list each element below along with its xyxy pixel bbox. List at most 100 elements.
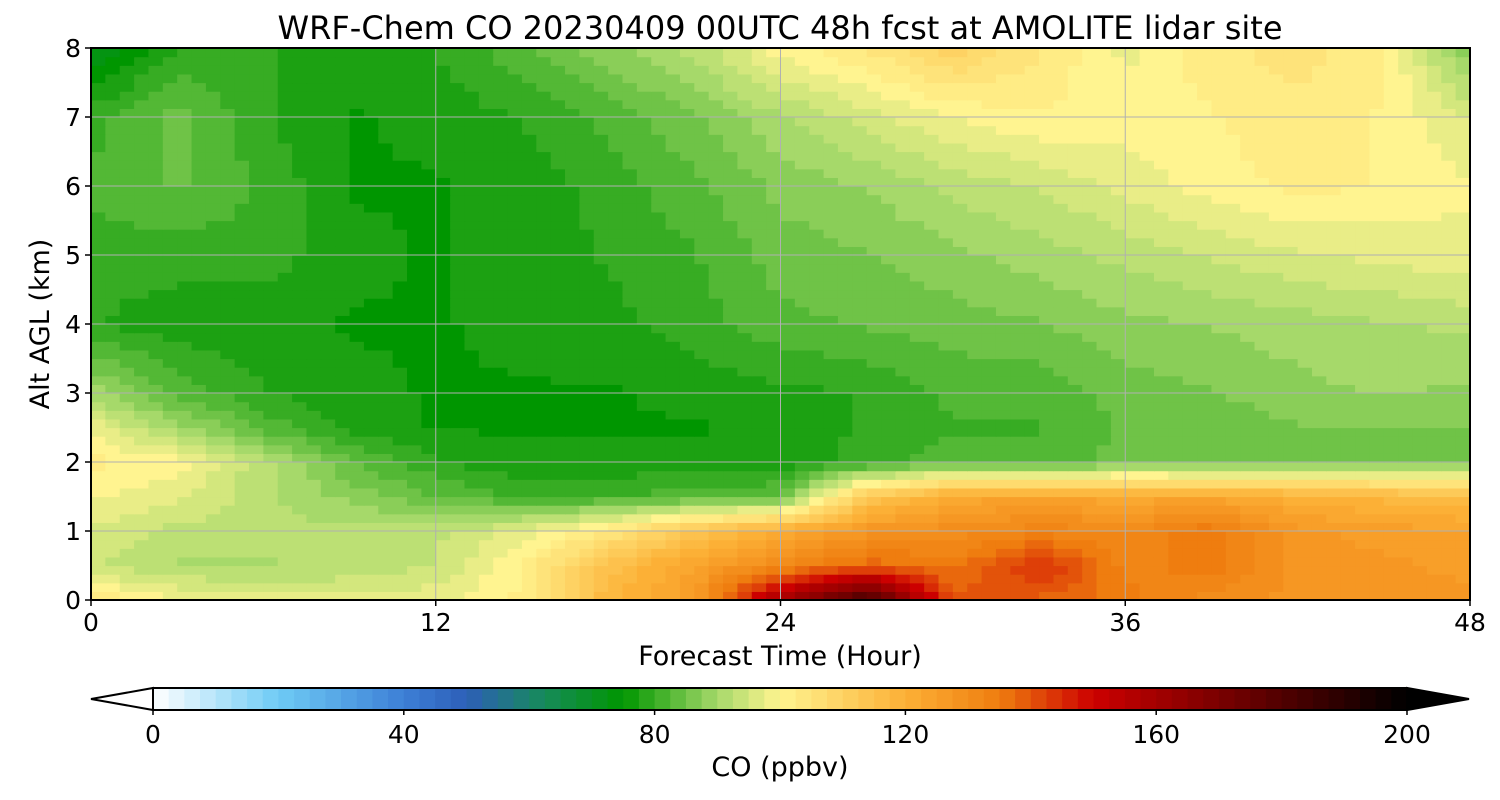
co-cell (1254, 194, 1270, 204)
co-cell (1240, 315, 1256, 325)
co-cell (1053, 548, 1069, 558)
co-cell (895, 237, 911, 247)
co-cell (507, 151, 523, 161)
co-cell (981, 539, 997, 549)
co-cell (1139, 591, 1155, 600)
co-cell (177, 487, 193, 498)
co-cell (249, 203, 264, 213)
co-cell (1024, 255, 1040, 265)
co-cell (1024, 401, 1040, 411)
co-cell (521, 263, 537, 273)
co-cell (363, 229, 379, 239)
co-cell (852, 367, 868, 377)
co-cell (1268, 168, 1284, 178)
co-cell (665, 298, 681, 308)
co-cell (837, 289, 853, 299)
co-cell (292, 263, 308, 273)
co-cell (1254, 496, 1270, 506)
co-cell (450, 496, 466, 506)
co-cell (895, 470, 911, 480)
co-cell (407, 591, 422, 600)
co-cell (565, 591, 580, 600)
co-cell (679, 220, 695, 230)
co-cell (464, 453, 480, 463)
co-cell (636, 211, 652, 222)
co-cell (909, 410, 925, 420)
co-cell (306, 298, 322, 308)
co-cell (91, 194, 106, 204)
co-cell (435, 349, 451, 360)
co-cell (924, 574, 940, 584)
co-cell (1010, 229, 1026, 239)
co-cell (1412, 315, 1428, 325)
co-cell (852, 298, 868, 308)
co-cell (234, 505, 250, 515)
co-cell (1168, 375, 1184, 385)
co-cell (967, 384, 983, 394)
co-cell (1297, 220, 1313, 230)
co-cell (1455, 531, 1470, 541)
co-cell (277, 211, 293, 222)
co-cell (809, 306, 825, 316)
co-cell (708, 298, 724, 308)
co-cell (794, 556, 810, 567)
co-cell (392, 462, 408, 472)
co-cell (1197, 255, 1213, 265)
co-cell (565, 229, 580, 239)
co-cell (565, 272, 580, 282)
co-cell (565, 177, 580, 187)
co-cell (723, 160, 738, 170)
co-cell (392, 186, 408, 196)
co-cell (1067, 211, 1083, 222)
co-cell (780, 177, 796, 187)
co-cell (1182, 582, 1198, 592)
co-cell (1197, 522, 1213, 532)
co-cell (809, 496, 825, 506)
co-cell (91, 418, 106, 429)
co-cell (1369, 479, 1385, 489)
co-cell (636, 237, 652, 247)
co-cell (1268, 505, 1284, 515)
co-cell (823, 470, 839, 480)
co-cell (909, 358, 925, 368)
co-cell (493, 358, 509, 368)
co-cell (837, 186, 853, 196)
co-cell (981, 289, 997, 299)
co-cell (392, 255, 408, 265)
co-cell (636, 556, 652, 567)
co-cell (1082, 246, 1098, 256)
co-cell (593, 462, 609, 472)
co-cell (1355, 324, 1371, 334)
co-cell (1053, 263, 1069, 273)
co-cell (636, 436, 652, 446)
co-cell (995, 427, 1011, 437)
co-cell (866, 177, 882, 187)
co-cell (723, 272, 738, 282)
co-cell (1139, 410, 1155, 420)
co-cell (1326, 565, 1342, 575)
co-cell (794, 263, 810, 273)
co-cell (134, 513, 150, 523)
co-cell (177, 263, 193, 273)
co-cell (536, 289, 552, 299)
co-cell (1110, 384, 1126, 394)
co-cell (550, 436, 566, 446)
co-cell (234, 220, 250, 230)
co-cell (1340, 548, 1356, 558)
co-cell (1168, 513, 1184, 523)
co-cell (1268, 487, 1284, 498)
co-cell (478, 349, 494, 360)
co-cell (924, 505, 940, 515)
co-cell (1010, 324, 1026, 334)
co-cell (450, 237, 466, 247)
co-cell (119, 203, 135, 213)
co-cell (708, 324, 724, 334)
co-cell (1383, 246, 1399, 256)
co-cell (852, 487, 868, 498)
co-cell (1412, 177, 1428, 187)
co-cell (636, 160, 652, 170)
co-cell (349, 436, 365, 446)
co-cell (191, 263, 207, 273)
co-cell (450, 539, 466, 549)
co-cell (363, 556, 379, 567)
